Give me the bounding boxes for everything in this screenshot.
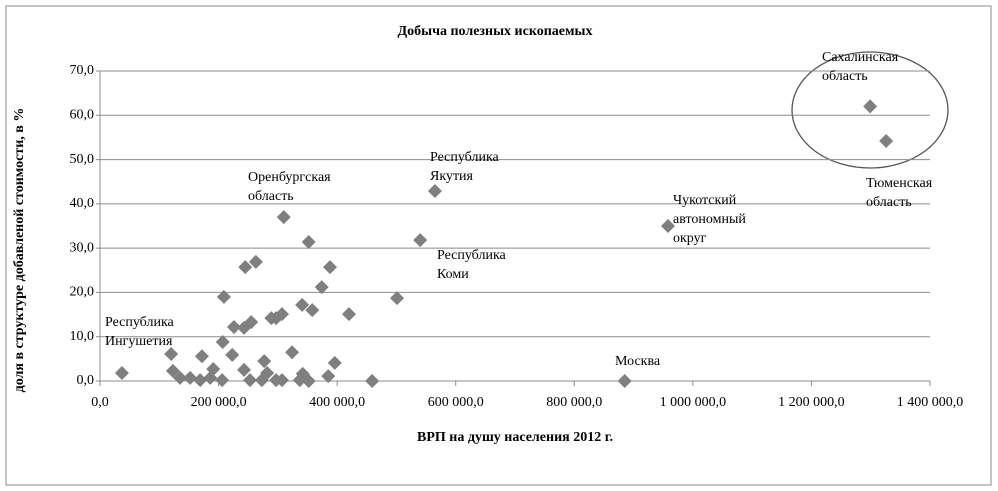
point — [275, 373, 290, 388]
point — [226, 319, 241, 334]
annotation: Москва — [615, 354, 661, 369]
annotation: Якутия — [430, 169, 474, 184]
point — [194, 349, 209, 364]
point — [216, 289, 231, 304]
point — [225, 347, 240, 362]
annotation: Сахалинская — [822, 50, 899, 65]
x-tick-label: 0,0 — [91, 395, 109, 410]
point — [203, 370, 218, 385]
y-tick-label: 0,0 — [77, 373, 95, 388]
point — [305, 303, 320, 318]
point — [301, 234, 316, 249]
point — [242, 373, 257, 388]
point — [413, 233, 428, 248]
point — [295, 297, 310, 312]
point — [390, 291, 405, 306]
annotation: округ — [673, 231, 707, 246]
y-axis-label: доля в структуре добавленой стоимости, в… — [12, 108, 27, 393]
y-tick-label: 20,0 — [70, 285, 95, 300]
point — [276, 210, 291, 225]
point — [165, 363, 180, 378]
point — [164, 346, 179, 361]
point — [342, 307, 356, 322]
point — [269, 311, 284, 326]
point — [292, 373, 307, 388]
y-tick-label: 50,0 — [70, 152, 95, 167]
point — [365, 374, 380, 388]
point — [285, 345, 300, 360]
point — [173, 370, 188, 385]
annotation: автономный — [673, 212, 746, 227]
point — [321, 369, 336, 384]
point — [427, 184, 442, 199]
y-tick-label: 40,0 — [70, 196, 95, 211]
x-tick-label: 1 000 000,0 — [660, 395, 727, 410]
x-axis-label: ВРП на душу населения 2012 г. — [417, 430, 613, 445]
x-tick-label: 800 000,0 — [546, 395, 602, 410]
point — [237, 320, 252, 335]
point — [323, 260, 338, 275]
chart-title: Добыча полезных ископаемых — [398, 24, 593, 39]
annotation: Республика — [105, 315, 175, 330]
point — [238, 260, 253, 275]
annotation: область — [866, 195, 912, 210]
point — [183, 370, 198, 385]
highlight-ellipse — [791, 51, 949, 169]
annotation: Оренбургская — [248, 170, 331, 185]
point — [114, 366, 129, 381]
point — [254, 373, 269, 388]
x-tick-label: 400 000,0 — [309, 395, 365, 410]
annotation: область — [248, 189, 294, 204]
annotation: Чукотский — [673, 193, 737, 208]
annotation: область — [822, 69, 868, 84]
point — [301, 374, 316, 388]
point — [193, 373, 208, 388]
annotation: Республика — [437, 248, 507, 263]
point — [617, 374, 632, 388]
y-tick-label: 70,0 — [70, 63, 95, 78]
point — [248, 254, 263, 269]
annotation: Республика — [430, 150, 500, 165]
point — [237, 362, 252, 377]
annotation: Коми — [437, 267, 469, 282]
point — [215, 373, 230, 388]
point — [660, 219, 675, 233]
x-tick-label: 200 000,0 — [191, 395, 247, 410]
x-tick-label: 600 000,0 — [428, 395, 484, 410]
point — [257, 354, 272, 369]
point — [879, 133, 894, 148]
chart-frame — [5, 5, 992, 486]
annotation: Тюменская — [866, 176, 933, 191]
point — [215, 335, 230, 350]
point — [863, 99, 878, 114]
point — [327, 355, 342, 370]
x-tick-label: 1 200 000,0 — [778, 395, 845, 410]
x-tick-label: 1 400 000,0 — [897, 395, 964, 410]
y-tick-label: 30,0 — [70, 240, 95, 255]
point — [314, 280, 329, 295]
y-tick-label: 10,0 — [70, 329, 95, 344]
annotation: Ингушетия — [105, 334, 173, 349]
y-tick-label: 60,0 — [70, 108, 95, 123]
